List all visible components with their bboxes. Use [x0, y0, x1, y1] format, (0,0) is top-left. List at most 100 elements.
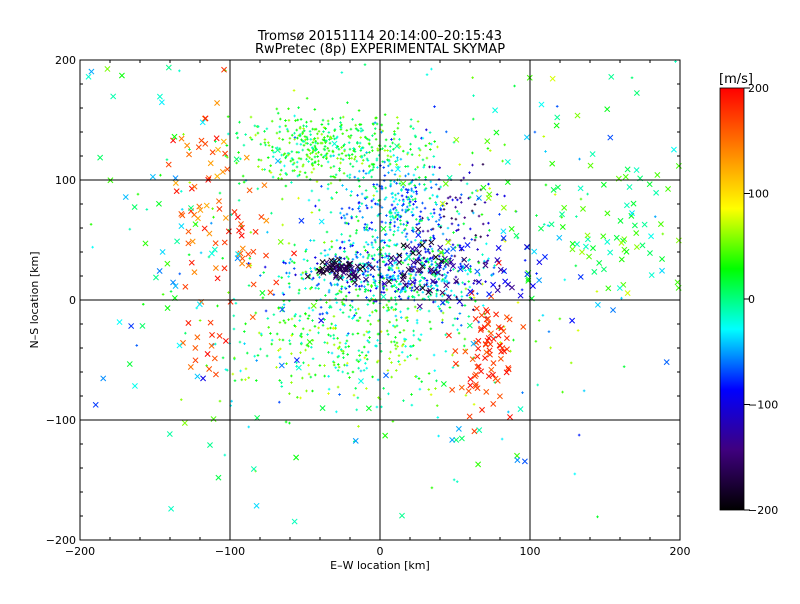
data-point-cross	[462, 348, 469, 355]
data-point-plus	[288, 271, 291, 275]
data-point-plus	[347, 206, 351, 210]
data-point-cross	[337, 274, 344, 281]
data-point-plus	[391, 268, 394, 272]
data-point-plus	[480, 213, 484, 216]
data-point-plus	[255, 359, 258, 362]
data-point-plus	[499, 341, 502, 344]
data-point-plus	[295, 150, 299, 154]
data-point-plus	[355, 358, 359, 362]
data-point-plus	[393, 283, 396, 287]
data-point-plus	[393, 271, 396, 274]
data-point-plus	[391, 141, 394, 145]
data-point-plus	[299, 142, 303, 146]
data-point-plus	[441, 204, 445, 208]
data-point-cross	[408, 265, 415, 272]
data-point-plus	[313, 108, 317, 111]
data-point-plus	[288, 261, 291, 265]
data-point-plus	[303, 171, 307, 175]
data-point-plus	[371, 235, 375, 238]
data-point-plus	[141, 302, 145, 306]
data-point-plus	[291, 163, 295, 166]
data-point-plus	[366, 303, 370, 306]
data-point-plus	[327, 290, 331, 294]
data-point-plus	[352, 241, 355, 245]
data-point-cross	[458, 245, 465, 252]
data-point-cross	[352, 272, 359, 278]
data-point-plus	[363, 226, 366, 230]
data-point-plus	[395, 280, 398, 283]
data-point-plus	[262, 271, 266, 274]
data-point-plus	[434, 220, 438, 223]
data-point-plus	[466, 272, 470, 276]
data-point-plus	[338, 393, 341, 396]
data-point-plus	[314, 152, 318, 156]
data-point-plus	[363, 63, 367, 67]
data-point-plus	[337, 354, 341, 358]
data-point-cross	[444, 248, 450, 255]
data-point-plus	[388, 145, 392, 148]
data-point-plus	[398, 199, 401, 202]
data-point-plus	[503, 143, 506, 147]
data-point-plus	[283, 164, 286, 168]
data-point-plus	[414, 375, 417, 378]
data-point-plus	[290, 317, 294, 321]
data-point-plus	[427, 295, 430, 299]
data-point-plus	[444, 276, 447, 280]
data-point-cross	[674, 279, 681, 286]
data-point-cross	[382, 432, 389, 439]
data-point-plus	[442, 251, 445, 255]
data-point-plus	[544, 183, 548, 187]
data-point-plus	[462, 176, 466, 180]
data-point-cross	[331, 258, 338, 265]
data-point-plus	[422, 256, 426, 260]
data-point-plus	[393, 278, 397, 282]
data-point-plus	[335, 238, 339, 242]
data-point-plus	[412, 333, 416, 337]
data-point-plus	[395, 318, 398, 322]
data-point-plus	[289, 257, 292, 261]
data-point-cross	[476, 279, 482, 285]
data-point-plus	[325, 312, 329, 315]
data-point-cross	[274, 147, 281, 154]
data-point-cross	[221, 239, 228, 246]
data-point-plus	[430, 247, 434, 251]
data-point-plus	[576, 329, 580, 332]
data-point-plus	[411, 295, 414, 298]
data-point-plus	[367, 253, 371, 256]
data-point-plus	[344, 345, 348, 349]
data-point-plus	[431, 215, 434, 219]
data-point-plus	[418, 280, 422, 283]
data-point-plus	[349, 134, 353, 137]
data-point-plus	[384, 221, 388, 225]
data-point-plus	[443, 280, 447, 283]
data-point-plus	[279, 168, 283, 172]
data-point-plus	[318, 276, 321, 279]
data-point-plus	[380, 254, 384, 258]
data-point-plus	[239, 157, 242, 161]
data-point-plus	[336, 292, 340, 295]
data-point-plus	[278, 321, 282, 324]
data-point-plus	[460, 201, 463, 204]
data-point-cross	[201, 225, 208, 232]
data-point-plus	[346, 174, 349, 178]
data-point-plus	[432, 234, 435, 238]
data-point-plus	[336, 346, 340, 350]
data-point-plus	[360, 162, 364, 165]
data-point-cross	[298, 217, 305, 224]
data-point-cross	[206, 230, 213, 237]
data-point-plus	[317, 282, 320, 286]
data-point-plus	[359, 123, 363, 126]
data-point-cross	[293, 357, 300, 364]
data-point-cross	[348, 265, 355, 272]
data-point-plus	[284, 119, 287, 122]
data-point-plus	[474, 233, 478, 237]
data-point-cross	[400, 180, 407, 187]
data-point-plus	[479, 235, 483, 239]
data-point-plus	[371, 310, 374, 314]
data-point-plus	[301, 376, 304, 380]
data-point-plus	[348, 376, 351, 379]
data-point-cross	[569, 240, 576, 247]
data-point-plus	[327, 122, 330, 126]
data-point-plus	[523, 259, 527, 262]
data-point-plus	[322, 126, 326, 129]
